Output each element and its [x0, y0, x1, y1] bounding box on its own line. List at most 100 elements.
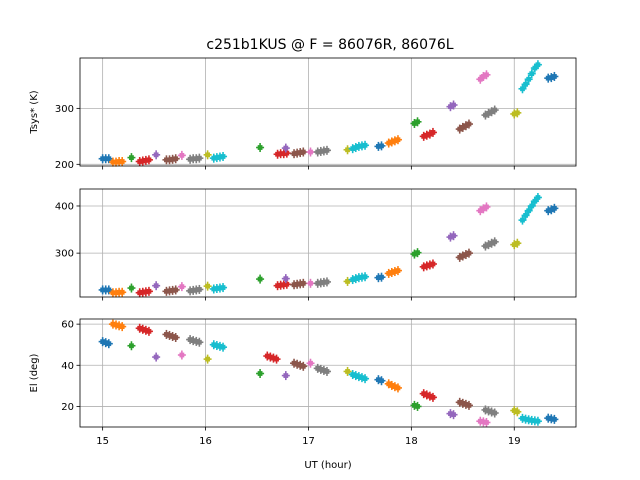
- data-point: [412, 251, 417, 257]
- data-point: [483, 112, 488, 118]
- series-4: [135, 323, 437, 402]
- data-point: [100, 339, 106, 345]
- data-point: [300, 363, 306, 369]
- data-point: [283, 276, 289, 282]
- data-point: [321, 368, 327, 373]
- data-point: [460, 124, 466, 130]
- data-point: [511, 408, 517, 413]
- y-axis-label: El (deg): [29, 353, 40, 392]
- data-point: [283, 373, 289, 378]
- x-tick-label: 15: [96, 436, 109, 447]
- data-point: [324, 279, 330, 285]
- chart-panel-2: 300 400: [55, 188, 577, 301]
- data-point: [551, 74, 557, 79]
- data-point: [480, 206, 486, 212]
- series-6: [162, 248, 473, 296]
- data-point: [395, 268, 401, 273]
- data-point: [217, 343, 223, 349]
- data-point: [119, 289, 125, 295]
- data-point: [483, 407, 488, 413]
- series-5: [152, 352, 458, 420]
- data-point: [257, 276, 263, 282]
- data-point: [220, 285, 226, 290]
- data-point: [353, 276, 359, 282]
- data-point: [526, 76, 532, 82]
- data-point: [526, 208, 532, 214]
- data-point: [427, 262, 433, 268]
- series-3: [127, 341, 422, 411]
- series-6: [162, 119, 473, 165]
- data-point: [389, 139, 395, 145]
- data-point: [535, 418, 541, 424]
- data-point: [345, 369, 350, 374]
- data-point: [284, 150, 290, 156]
- data-point: [205, 283, 211, 289]
- y-tick-label: 60: [61, 320, 74, 331]
- data-point: [523, 81, 528, 87]
- data-point: [211, 342, 217, 348]
- data-point: [484, 420, 489, 425]
- data-point: [460, 400, 466, 406]
- data-point: [421, 133, 427, 139]
- x-tick-label: 17: [302, 436, 315, 447]
- data-point: [257, 371, 263, 376]
- data-point: [137, 325, 143, 331]
- data-point: [489, 240, 495, 246]
- data-point: [463, 252, 469, 257]
- data-point: [359, 375, 365, 381]
- series-9: [203, 354, 522, 417]
- data-point: [379, 378, 384, 384]
- data-point: [274, 356, 279, 362]
- data-point: [463, 123, 469, 129]
- data-point: [532, 198, 538, 204]
- data-point: [448, 234, 453, 240]
- data-point: [412, 121, 417, 126]
- data-point: [103, 340, 109, 346]
- data-point: [146, 328, 152, 334]
- series-7: [177, 350, 491, 427]
- chart-panel-3: 15 16 17 18 19 20 40 60 El (deg) UT (hour): [29, 318, 577, 471]
- data-point: [193, 339, 199, 344]
- data-point: [153, 152, 159, 158]
- data-point: [483, 243, 488, 249]
- data-point: [362, 142, 368, 148]
- y-axis-label: Tsys* (K): [29, 90, 40, 134]
- data-point: [153, 354, 159, 360]
- data-point: [153, 283, 159, 289]
- data-point: [362, 376, 368, 382]
- series-10: [209, 340, 542, 426]
- data-point: [424, 263, 430, 269]
- series-1: [98, 337, 559, 424]
- data-point: [451, 233, 456, 239]
- data-point: [283, 145, 289, 151]
- series-10: [209, 192, 542, 294]
- data-point: [315, 365, 321, 371]
- axes-frame: [79, 188, 577, 298]
- data-point: [308, 149, 313, 155]
- data-point: [173, 287, 179, 293]
- data-point: [129, 155, 134, 161]
- data-point: [113, 322, 119, 328]
- chart-panel-1: 200 300 Tsys* (K): [29, 57, 577, 171]
- data-point: [190, 338, 196, 343]
- data-point: [511, 111, 517, 117]
- series-9: [203, 238, 522, 291]
- series-2: [108, 266, 402, 298]
- data-point: [345, 279, 350, 284]
- x-tick-label: 16: [199, 436, 212, 447]
- data-point: [379, 143, 384, 149]
- data-point: [167, 333, 172, 338]
- data-point: [300, 280, 306, 286]
- data-point: [448, 411, 453, 417]
- data-point: [196, 155, 202, 161]
- data-point: [430, 261, 436, 267]
- data-point: [376, 377, 381, 383]
- data-point: [389, 270, 395, 275]
- data-point: [119, 324, 125, 330]
- data-point: [264, 353, 270, 359]
- data-point: [220, 344, 226, 350]
- data-point: [457, 126, 463, 132]
- axes-frame: [79, 318, 577, 428]
- axes-frame: [79, 57, 577, 167]
